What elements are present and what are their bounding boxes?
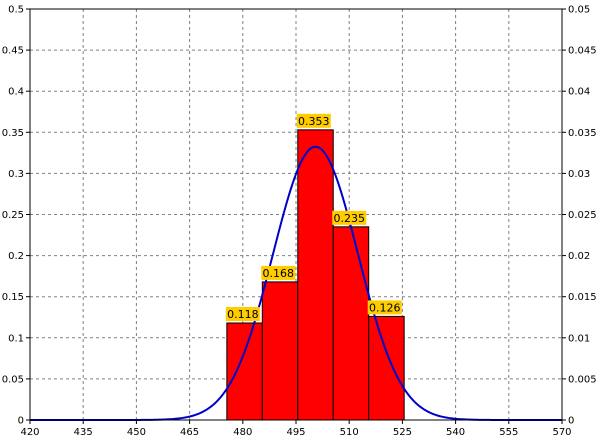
- y-tick-label: 0.5: [8, 5, 24, 16]
- data-label-background: [225, 307, 260, 322]
- histogram-bar: [226, 322, 263, 421]
- y-tick-label: 0.05: [2, 374, 24, 385]
- histogram-bar: [368, 315, 405, 421]
- y2-tick-label: 0.01: [568, 333, 590, 344]
- y2-tick-label: 0.045: [568, 46, 597, 57]
- x-tick-label: 450: [127, 427, 146, 438]
- x-tick-label: 480: [233, 427, 252, 438]
- x-tick-label: 525: [393, 427, 412, 438]
- y-tick-label: 0.25: [2, 210, 24, 221]
- y2-tick-label: 0.02: [568, 251, 590, 262]
- y-tick-label: 0.3: [8, 169, 24, 180]
- data-label-text: 0.353: [298, 115, 330, 128]
- y-tick-label: 0.15: [2, 292, 24, 303]
- y2-tick-label: 0.005: [568, 374, 597, 385]
- y-axis-right: 0 0.005 0.01 0.015 0.02 0.025 0.03 0.035 0.04 0.0…: [562, 5, 597, 427]
- x-tick-label: 540: [446, 427, 465, 438]
- data-label-text: 0.126: [369, 301, 401, 314]
- data-label-background: [332, 210, 367, 225]
- data-label-text: 0.235: [333, 212, 365, 225]
- data-label: 0.118: [225, 307, 260, 322]
- data-label-background: [296, 113, 331, 128]
- histogram-bar: [297, 129, 334, 421]
- x-tick-label: 555: [499, 427, 518, 438]
- data-label: 0.353: [296, 113, 331, 128]
- y2-tick-label: 0.035: [568, 128, 597, 139]
- y2-tick-label: 0.015: [568, 292, 597, 303]
- bars: [226, 129, 405, 421]
- data-label-background: [367, 300, 402, 315]
- x-tick-label: 570: [552, 427, 571, 438]
- y2-tick-label: 0: [568, 416, 574, 427]
- x-tick-label: 510: [340, 427, 359, 438]
- data-label-text: 0.168: [263, 267, 295, 280]
- y-tick-label: 0: [18, 416, 24, 427]
- data-label: 0.126: [367, 300, 402, 315]
- y2-tick-label: 0.025: [568, 210, 597, 221]
- histogram-bar: [261, 281, 299, 421]
- y-tick-label: 0.45: [2, 46, 24, 57]
- data-label-background: [261, 265, 296, 280]
- data-label: 0.168: [261, 265, 296, 280]
- y-tick-label: 0.2: [8, 251, 24, 262]
- data-label-text: 0.118: [227, 308, 259, 321]
- x-tick-label: 435: [74, 427, 93, 438]
- y2-tick-label: 0.03: [568, 169, 590, 180]
- y-axis-left: 0 0.05 0.1 0.15 0.2 0.25 0.3 0.35 0.4 0.45 0.5: [2, 5, 30, 427]
- y2-tick-label: 0.04: [568, 87, 590, 98]
- y-tick-label: 0.35: [2, 128, 24, 139]
- x-tick-label: 420: [20, 427, 39, 438]
- y2-tick-label: 0.05: [568, 5, 590, 16]
- x-tick-label: 495: [286, 427, 305, 438]
- data-labels: 0.118 0.168 0.353 0.235 0.126: [225, 113, 402, 322]
- data-label: 0.235: [332, 210, 367, 225]
- y-tick-label: 0.1: [8, 333, 24, 344]
- histogram-bar: [332, 226, 370, 421]
- x-tick-label: 465: [180, 427, 199, 438]
- y-tick-label: 0.4: [8, 87, 24, 98]
- x-axis: 420 435 450 465 480 495 510 525 540 555 570: [20, 420, 572, 438]
